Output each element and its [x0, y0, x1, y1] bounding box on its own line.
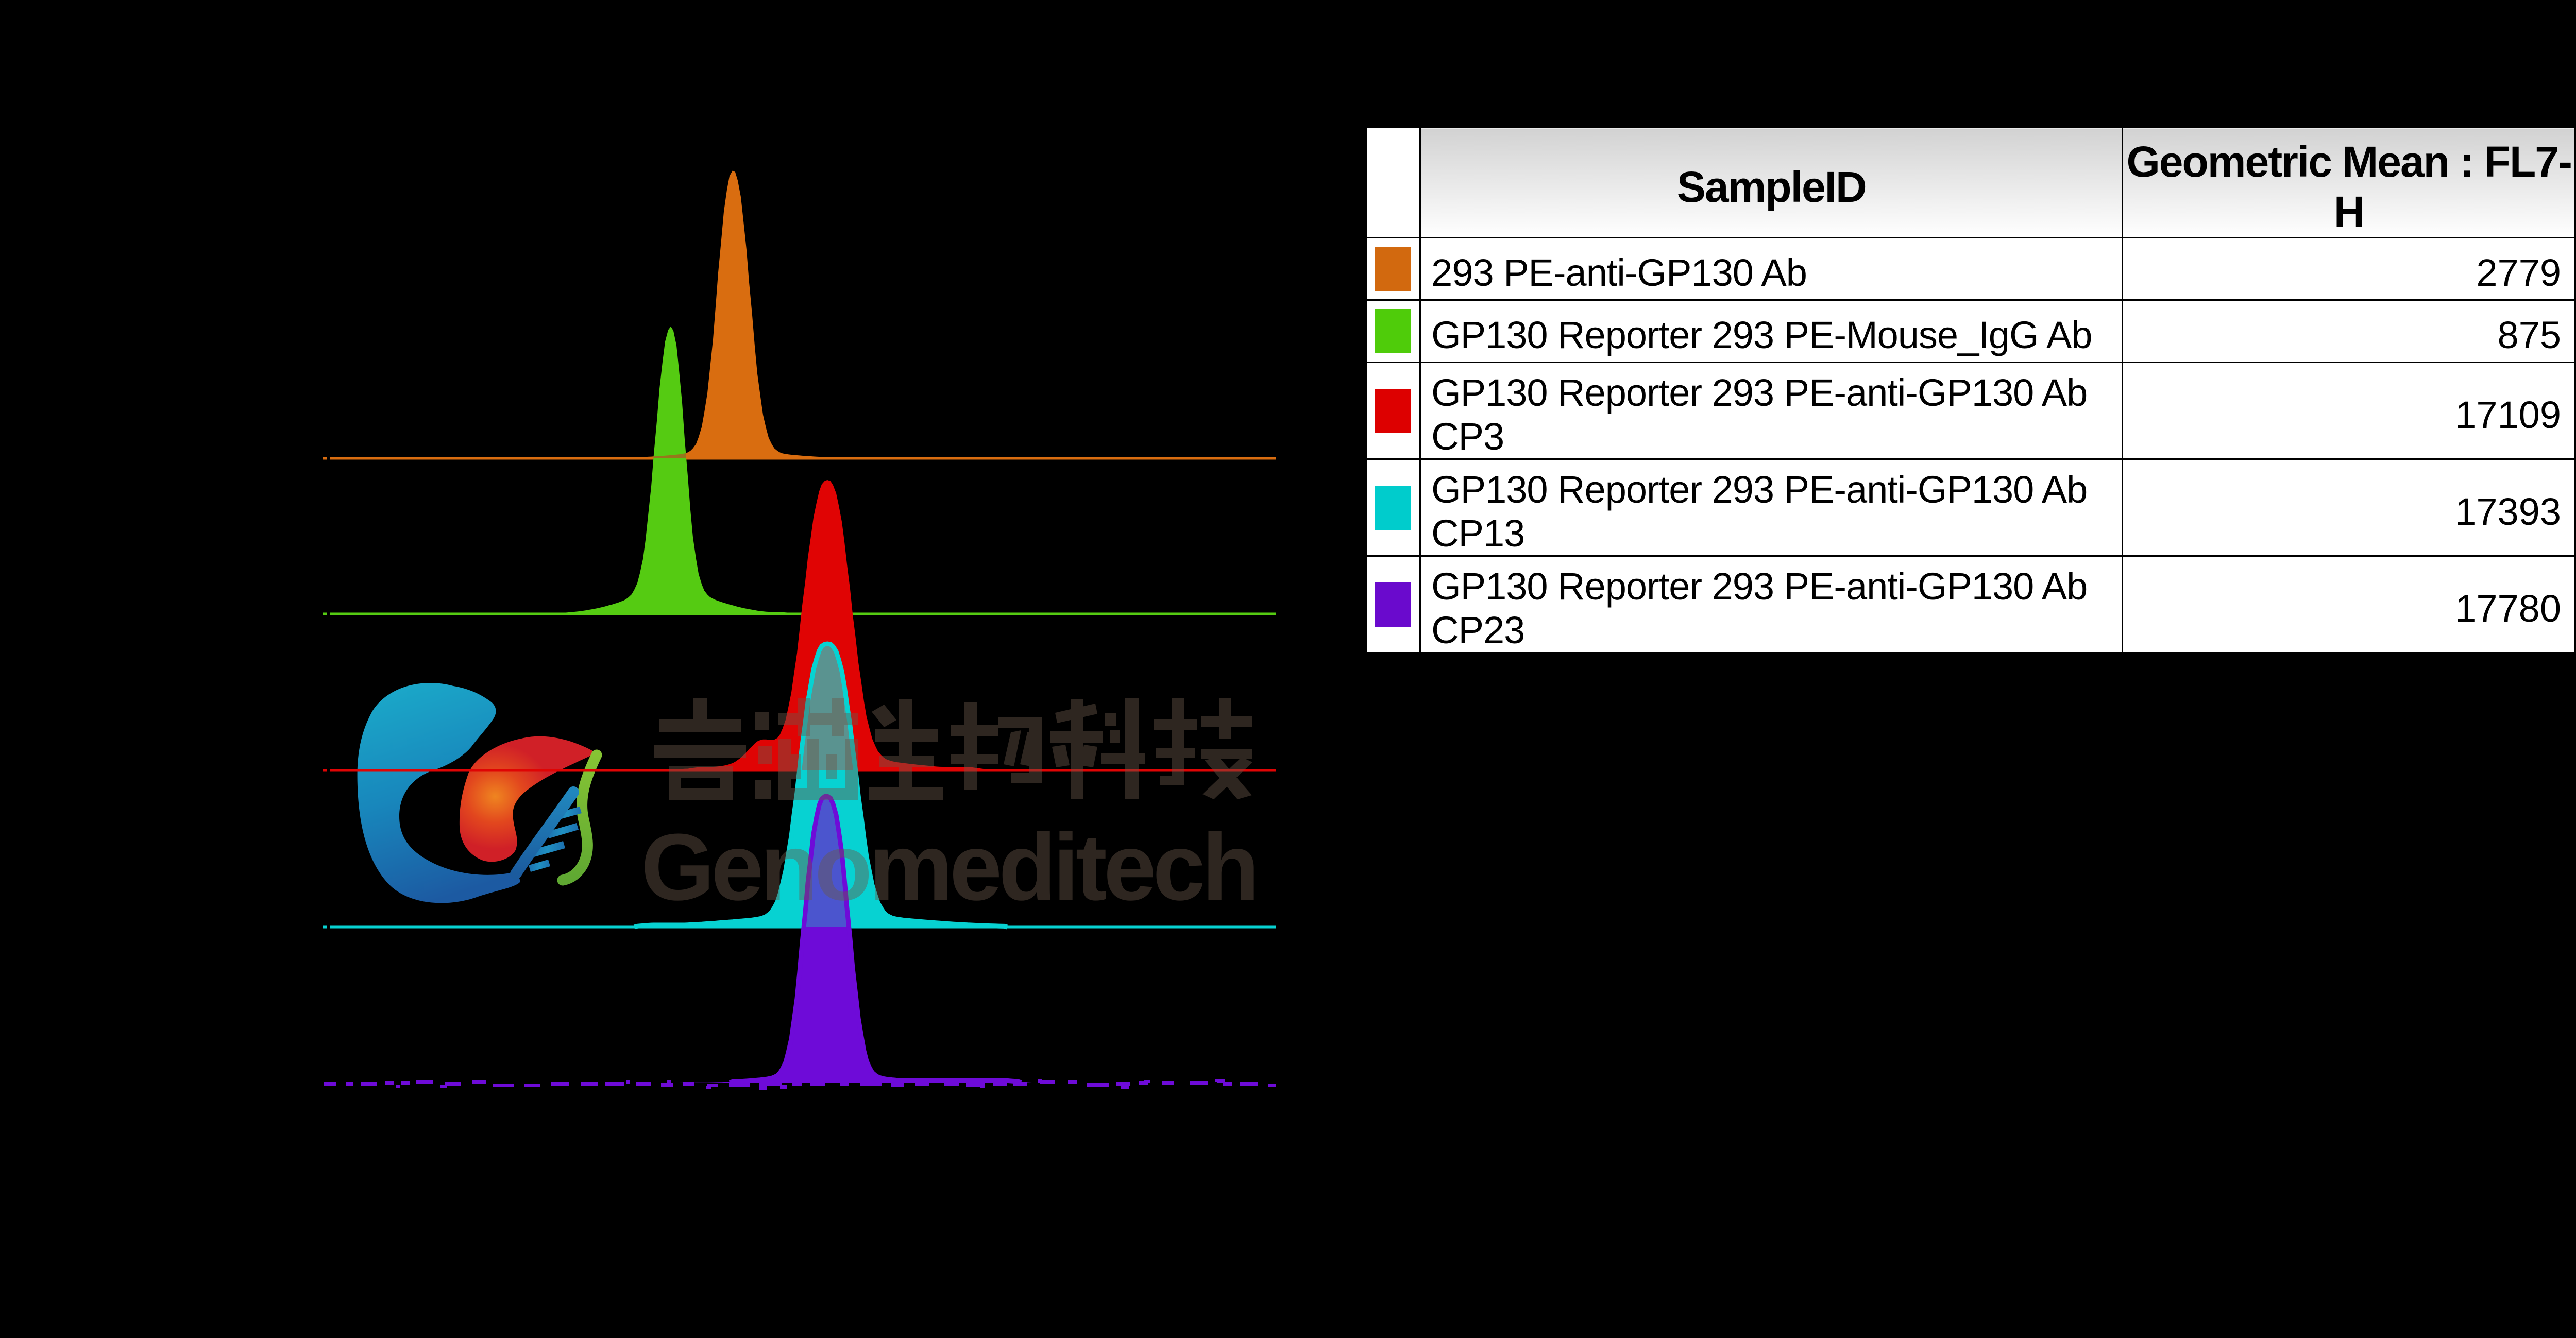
- svg-text:Genomeditech: Genomeditech: [641, 814, 1256, 920]
